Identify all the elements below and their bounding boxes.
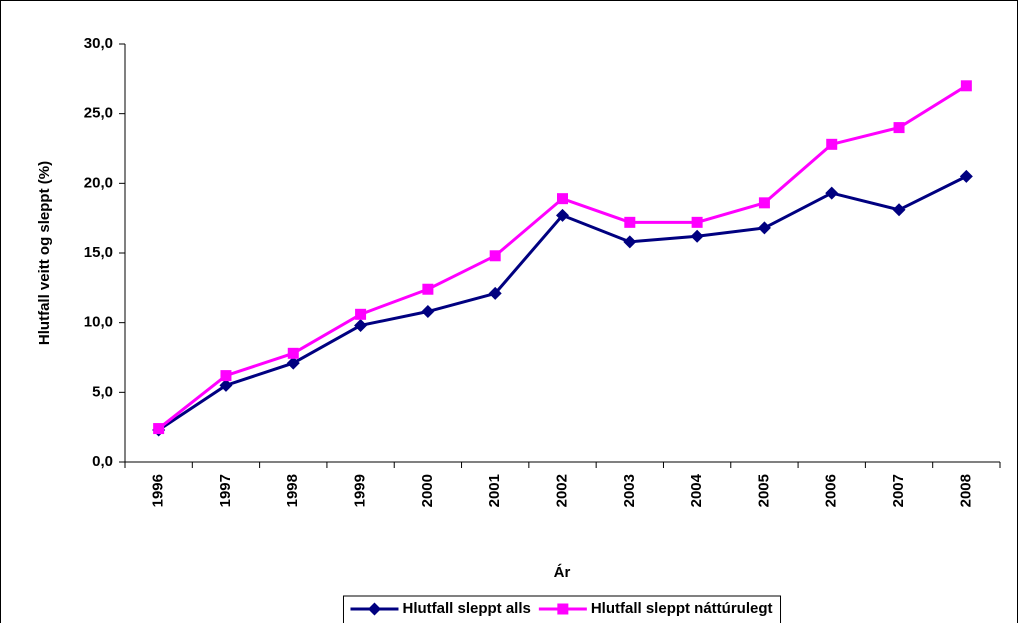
y-tick-label: 10,0	[84, 314, 113, 331]
marker	[757, 221, 771, 235]
x-tick-label: 2000	[419, 474, 436, 507]
marker	[489, 250, 501, 262]
marker	[556, 208, 569, 222]
marker	[488, 286, 502, 300]
y-tick-label: 0,0	[92, 453, 113, 470]
x-tick-label: 1996	[150, 474, 167, 507]
x-axis-label: Ár	[554, 564, 571, 581]
marker	[690, 229, 704, 243]
marker	[287, 347, 299, 359]
x-tick-label: 2002	[553, 474, 570, 507]
marker	[422, 283, 434, 295]
marker	[153, 423, 165, 435]
y-tick-label: 5,0	[92, 383, 113, 400]
marker	[557, 603, 569, 615]
marker	[624, 216, 636, 228]
x-tick-label: 2003	[621, 474, 638, 507]
x-tick-label: 2001	[486, 474, 503, 507]
marker	[354, 318, 368, 332]
marker	[960, 80, 972, 92]
x-tick-label: 1998	[284, 474, 301, 507]
legend-label: Hlutfall sleppt alls	[402, 600, 530, 617]
marker	[367, 602, 381, 616]
marker	[286, 356, 300, 370]
marker	[220, 370, 232, 382]
marker	[421, 305, 435, 319]
marker	[623, 235, 637, 249]
y-tick-label: 15,0	[84, 244, 113, 261]
legend: Hlutfall sleppt alls Hlutfall sleppt nátt…	[342, 595, 782, 623]
x-tick-label: 2007	[890, 474, 907, 507]
marker	[355, 308, 367, 320]
marker	[825, 186, 839, 200]
marker	[758, 197, 770, 209]
y-axis-label: Hlutfall veitt og sleppt (%)	[36, 161, 53, 345]
x-tick-label: 2005	[755, 474, 772, 507]
x-tick-label: 2004	[688, 473, 705, 507]
x-tick-label: 2006	[823, 474, 840, 507]
marker	[826, 138, 838, 150]
marker	[557, 193, 568, 205]
marker	[691, 216, 703, 228]
x-tick-label: 1997	[217, 474, 234, 507]
y-tick-label: 25,0	[84, 105, 113, 122]
y-tick-label: 30,0	[84, 35, 113, 52]
marker	[892, 203, 906, 217]
y-tick-label: 20,0	[84, 174, 113, 191]
legend-label: Hlutfall sleppt náttúrulegt	[591, 600, 773, 617]
marker	[893, 122, 905, 134]
marker	[959, 169, 973, 183]
x-tick-label: 2008	[957, 474, 974, 507]
x-tick-label: 1999	[352, 474, 369, 507]
marker	[219, 378, 233, 392]
